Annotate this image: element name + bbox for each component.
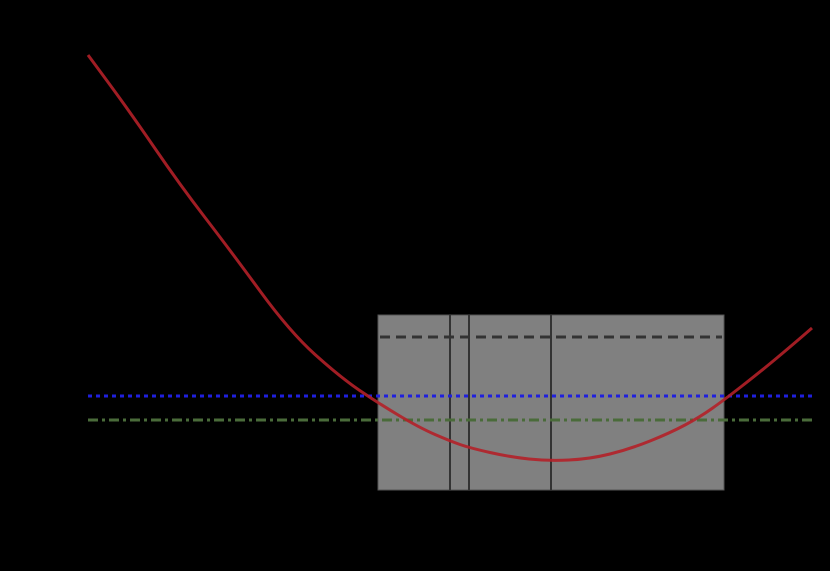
curve-line xyxy=(86,54,813,462)
